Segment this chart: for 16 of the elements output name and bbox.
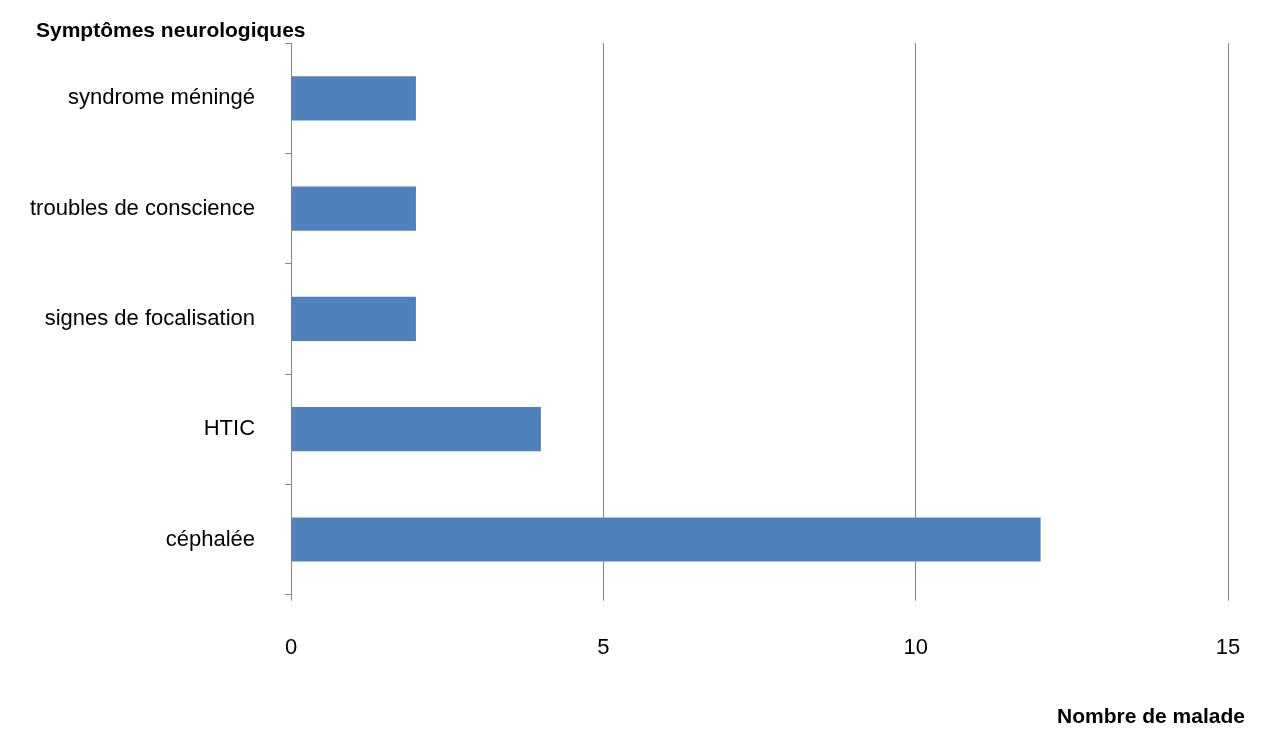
y-tick-label: signes de focalisation — [44, 304, 256, 330]
bar — [291, 517, 1041, 562]
x-tick-label: 10 — [903, 633, 928, 659]
x-tick-label: 5 — [597, 633, 610, 659]
bar — [291, 186, 416, 231]
bar — [291, 296, 416, 341]
y-tick-label: céphalée — [165, 525, 256, 551]
bar — [291, 407, 541, 452]
x-axis-title: Nombre de malade — [1057, 703, 1245, 727]
y-tick-label: HTIC — [203, 415, 256, 441]
y-tick-label: syndrome méningé — [67, 84, 256, 110]
y-axis-title: Symptômes neurologiques — [36, 17, 306, 41]
y-tick-label: troubles de conscience — [30, 194, 256, 220]
bar — [291, 76, 416, 121]
x-tick-label: 15 — [1215, 633, 1241, 659]
x-tick-label: 0 — [284, 633, 298, 659]
